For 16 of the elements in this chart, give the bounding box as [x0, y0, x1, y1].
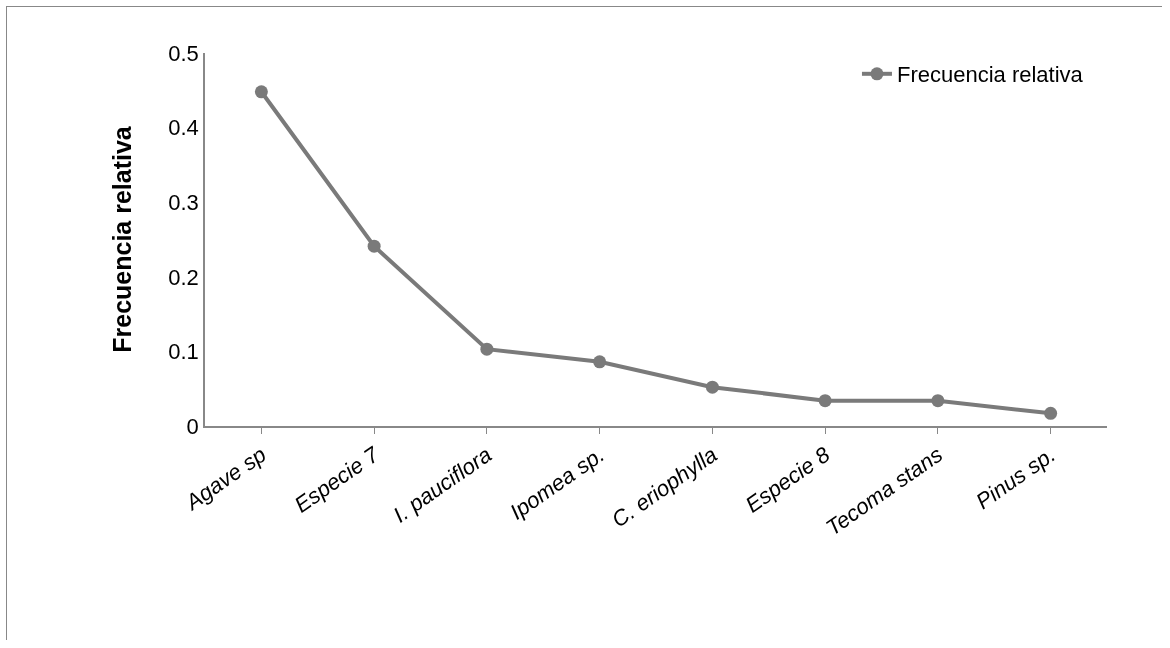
y-tick-label: 0.1: [168, 339, 199, 365]
legend-label: Frecuencia relativa: [896, 62, 1084, 88]
point: [480, 342, 494, 356]
point: [367, 239, 381, 253]
point: [931, 394, 945, 408]
y-tick-label: 0.5: [168, 40, 199, 66]
point: [1044, 406, 1058, 420]
point: [593, 355, 607, 369]
point: [254, 85, 268, 99]
y-tick-label: 0.2: [168, 264, 199, 290]
y-tick-label: 0: [186, 413, 199, 439]
y-tick-label: 0.3: [168, 189, 199, 215]
point: [818, 394, 832, 408]
point: [705, 380, 719, 394]
y-axis-title: Frecuencia relativa: [107, 125, 136, 353]
y-tick-label: 0.4: [168, 115, 199, 141]
